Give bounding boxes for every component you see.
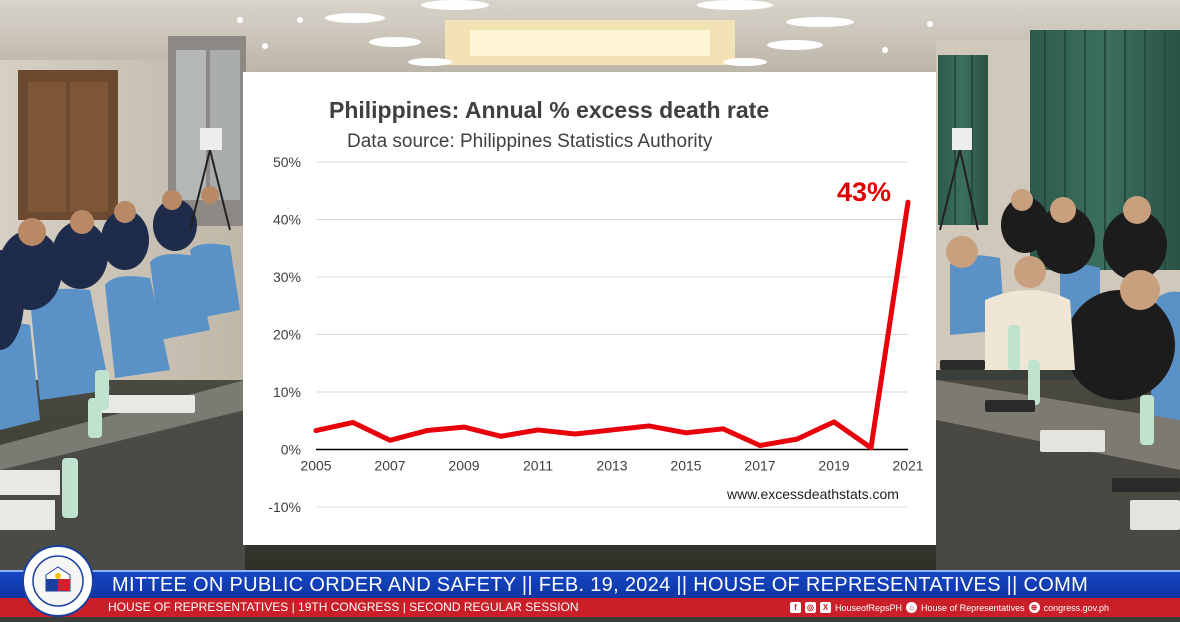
facebook-icon[interactable]: f bbox=[790, 602, 801, 613]
x-tick-label: 2009 bbox=[448, 458, 479, 474]
x-tick-label: 2015 bbox=[670, 458, 701, 474]
data-point bbox=[646, 423, 652, 429]
x-tick-label: 2021 bbox=[892, 458, 923, 474]
ticker-headline: MITTEE ON PUBLIC ORDER AND SAFETY || FEB… bbox=[112, 574, 1089, 596]
data-point bbox=[905, 199, 911, 205]
y-tick-label: 0% bbox=[281, 442, 301, 458]
ticker-headline-bar: MITTEE ON PUBLIC ORDER AND SAFETY || FEB… bbox=[0, 570, 1180, 598]
peak-annotation: 43% bbox=[837, 177, 891, 207]
x-tick-label: 2017 bbox=[744, 458, 775, 474]
social-handle[interactable]: HouseofRepsPH bbox=[835, 602, 903, 613]
y-tick-label: 40% bbox=[273, 212, 301, 228]
session-line: HOUSE OF REPRESENTATIVES | 19TH CONGRESS… bbox=[108, 600, 579, 614]
news-ticker: MITTEE ON PUBLIC ORDER AND SAFETY || FEB… bbox=[0, 570, 1180, 617]
data-point bbox=[609, 427, 615, 433]
data-point bbox=[720, 426, 726, 432]
data-point bbox=[535, 427, 541, 433]
instagram-icon[interactable]: ◎ bbox=[805, 602, 816, 613]
data-point bbox=[313, 428, 319, 433]
y-tick-label: 20% bbox=[273, 327, 301, 343]
x-icon[interactable]: X bbox=[820, 602, 831, 613]
y-tick-label: 50% bbox=[273, 154, 301, 170]
data-point bbox=[498, 433, 504, 439]
y-tick-label: 30% bbox=[273, 269, 301, 285]
ticker-session-bar: HOUSE OF REPRESENTATIVES | 19TH CONGRESS… bbox=[0, 598, 1180, 617]
data-point bbox=[424, 428, 430, 433]
data-point bbox=[868, 445, 874, 451]
y-tick-label: -10% bbox=[268, 499, 301, 515]
globe-icon: ⊕ bbox=[1028, 602, 1040, 613]
source-note: www.excessdeathstats.com bbox=[726, 486, 899, 502]
excess-death-chart: Philippines: Annual % excess death rate … bbox=[243, 72, 936, 545]
data-point bbox=[350, 420, 356, 425]
x-tick-label: 2007 bbox=[374, 458, 405, 474]
data-point bbox=[572, 431, 578, 437]
chart-subtitle: Data source: Philippines Statistics Auth… bbox=[347, 131, 713, 152]
data-point bbox=[831, 419, 837, 425]
x-tick-label: 2013 bbox=[596, 458, 627, 474]
data-point bbox=[794, 436, 800, 442]
social-links: f ◎ X HouseofRepsPH ⌂ House of Represent… bbox=[790, 600, 1109, 615]
x-axis-ticks: 2005 2007 2009 2011 2013 2015 2017 2019 2021 bbox=[300, 458, 923, 474]
house-logo-icon: ⌂ bbox=[906, 602, 918, 613]
social-page[interactable]: House of Representatives bbox=[921, 602, 1025, 613]
y-tick-label: 10% bbox=[273, 384, 301, 400]
chart-svg: Philippines: Annual % excess death rate … bbox=[268, 97, 923, 515]
x-tick-label: 2011 bbox=[523, 458, 553, 474]
x-tick-label: 2019 bbox=[818, 458, 849, 474]
gridlines bbox=[316, 161, 908, 508]
house-of-representatives-seal bbox=[22, 545, 94, 617]
x-tick-label: 2005 bbox=[300, 458, 331, 474]
data-point bbox=[757, 443, 763, 448]
chart-title: Philippines: Annual % excess death rate bbox=[329, 97, 769, 123]
series-points bbox=[313, 199, 911, 451]
series-line-excess-death-rate bbox=[313, 199, 911, 451]
data-point bbox=[387, 437, 393, 443]
data-point bbox=[461, 424, 467, 430]
y-axis-ticks: 50% 40% 30% 20% 10% 0% -10% bbox=[268, 154, 301, 515]
website-link[interactable]: congress.gov.ph bbox=[1043, 602, 1109, 613]
data-point bbox=[683, 430, 689, 436]
